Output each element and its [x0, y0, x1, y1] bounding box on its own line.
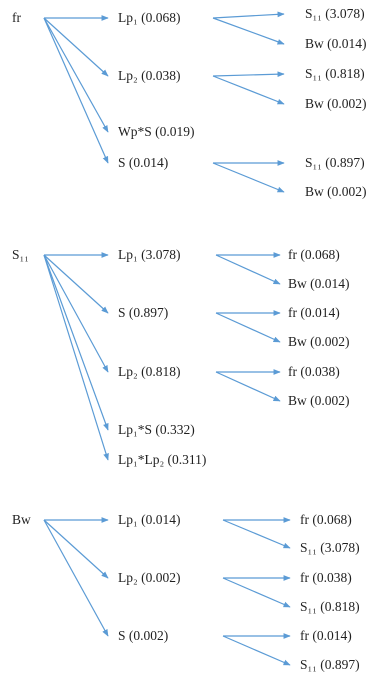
- arrow-s11-to-s-0-897: [43, 254, 109, 314]
- arrow-fr-to-lp2-0-038: [43, 17, 109, 77]
- node-bw-lp1-0-014: Lp₁ (0.014): [118, 512, 181, 527]
- node-fr-lp1-0-068: Lp₁ (0.068): [118, 10, 181, 25]
- node-root-fr: fr: [12, 10, 21, 25]
- arrow-s-0-014-to-bw-0-002: [212, 162, 285, 193]
- node-lp2-0-002-fr-0-038: fr (0.038): [300, 570, 352, 585]
- arrow-bw-to-s-0-002: [43, 519, 109, 637]
- node-fr-s-0-014: S (0.014): [118, 155, 169, 170]
- node-s11-lp2-0-818: Lp₂ (0.818): [118, 364, 181, 379]
- node-fr-lp2-0-038: Lp₂ (0.038): [118, 68, 181, 83]
- node-lp2-0-038-s11-0-818: S₁₁ (0.818): [305, 66, 365, 81]
- node-lp1-3-078-fr-0-068: fr (0.068): [288, 247, 340, 262]
- arrow-s-0-002-to-s11-0-897: [222, 635, 291, 666]
- arrow-lp1-3-078-to-bw-0-014: [215, 254, 281, 285]
- node-s11-lp1-s-0-332: Lp₁*S (0.332): [118, 422, 195, 437]
- arrow-fr-to-wp-s-0-019: [43, 17, 109, 133]
- node-s11-lp1-3-078: Lp₁ (3.078): [118, 247, 181, 262]
- node-s-0-014-bw-0-002: Bw (0.002): [305, 184, 367, 199]
- node-lp2-0-818-fr-0-038: fr (0.038): [288, 364, 340, 379]
- arrow-lp1-0-068-to-bw-0-014: [212, 17, 285, 45]
- arrow-s11-to-lp1-s-0-332: [43, 254, 109, 431]
- arrow-s11-to-lp1-lp2-0-311: [43, 254, 109, 461]
- arrow-s11-to-lp2-0-818: [43, 254, 109, 373]
- node-s11-s-0-897: S (0.897): [118, 305, 169, 320]
- node-fr-wp-s-0-019: Wp*S (0.019): [118, 124, 195, 139]
- arrow-bw-to-lp2-0-002: [43, 519, 109, 579]
- node-lp1-0-068-s11-3-078: S₁₁ (3.078): [305, 6, 365, 21]
- arrow-lp1-0-014-to-s11-3-078: [222, 519, 291, 549]
- node-lp1-0-014-s11-3-078: S₁₁ (3.078): [300, 540, 360, 555]
- node-lp2-0-818-bw-0-002: Bw (0.002): [288, 393, 350, 408]
- node-lp2-0-038-bw-0-002: Bw (0.002): [305, 96, 367, 111]
- node-root-s11: S₁₁: [12, 247, 29, 262]
- node-s11-lp1-lp2-0-311: Lp₁*Lp₂ (0.311): [118, 452, 207, 467]
- arrow-lp2-0-038-to-bw-0-002: [212, 75, 285, 105]
- arrow-lp1-0-068-to-s11-3-078: [212, 11, 285, 19]
- node-lp1-0-068-bw-0-014: Bw (0.014): [305, 36, 367, 51]
- arrow-lp2-0-818-to-bw-0-002: [215, 371, 281, 402]
- node-s-0-014-s11-0-897: S₁₁ (0.897): [305, 155, 365, 170]
- arrow-layer: [43, 11, 291, 666]
- node-lp1-3-078-bw-0-014: Bw (0.014): [288, 276, 350, 291]
- node-s-0-002-s11-0-897: S₁₁ (0.897): [300, 657, 360, 672]
- arrow-s-0-897-to-bw-0-002: [215, 312, 281, 343]
- arrow-lp2-0-002-to-s11-0-818: [222, 577, 291, 608]
- node-bw-lp2-0-002: Lp₂ (0.002): [118, 570, 181, 585]
- node-root-bw: Bw: [12, 512, 31, 527]
- node-lp1-0-014-fr-0-068: fr (0.068): [300, 512, 352, 527]
- node-s-0-897-bw-0-002: Bw (0.002): [288, 334, 350, 349]
- arrow-fr-to-s-0-014: [43, 17, 109, 164]
- node-bw-s-0-002: S (0.002): [118, 628, 169, 643]
- node-s-0-897-fr-0-014: fr (0.014): [288, 305, 340, 320]
- node-s-0-002-fr-0-014: fr (0.014): [300, 628, 352, 643]
- arrow-lp2-0-038-to-s11-0-818: [212, 71, 285, 78]
- node-lp2-0-002-s11-0-818: S₁₁ (0.818): [300, 599, 360, 614]
